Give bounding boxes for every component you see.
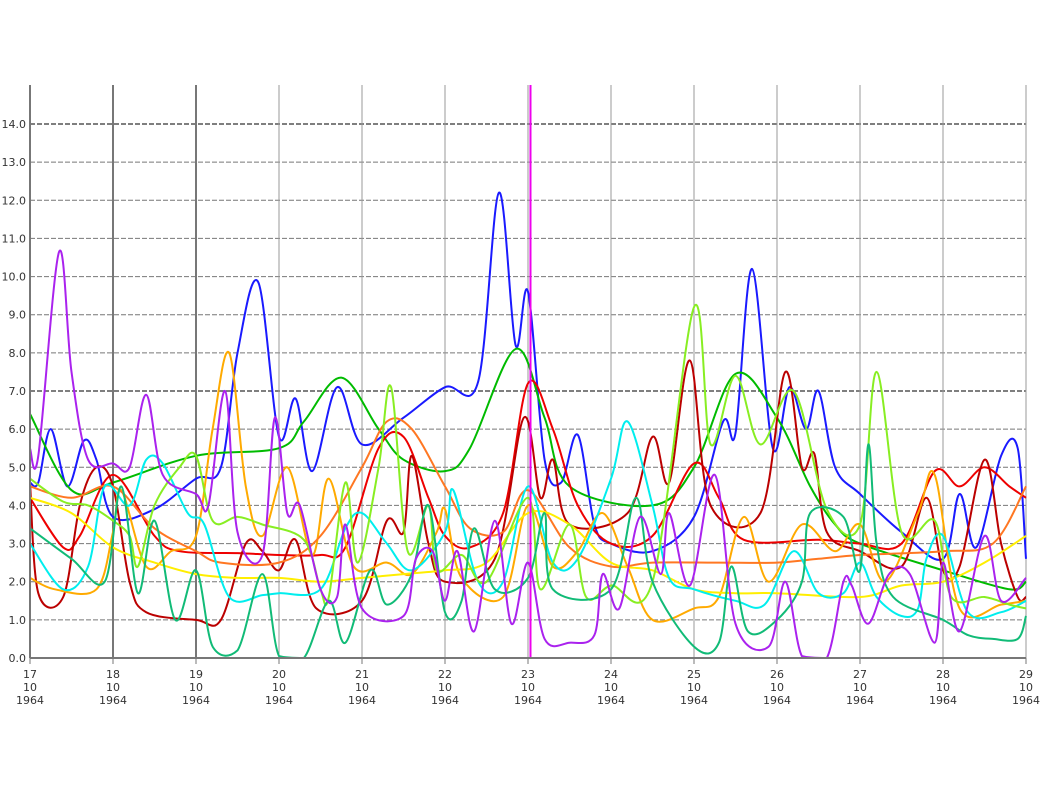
y-tick-label: 0.0 [9, 652, 27, 665]
x-tick-label: 1964 [763, 694, 791, 707]
x-tick-label: 1964 [514, 694, 542, 707]
x-tick-label: 10 [438, 681, 452, 694]
x-tick-label: 10 [189, 681, 203, 694]
y-tick-label: 2.0 [9, 576, 27, 589]
x-tick-label: 1964 [597, 694, 625, 707]
x-tick-label: 1964 [929, 694, 957, 707]
x-tick-label: 17 [23, 668, 37, 681]
y-tick-label: 9.0 [9, 309, 27, 322]
x-tick-label: 1964 [265, 694, 293, 707]
x-tick-label: 1964 [16, 694, 44, 707]
y-tick-label: 1.0 [9, 614, 27, 627]
y-tick-label: 8.0 [9, 347, 27, 360]
x-tick-label: 10 [106, 681, 120, 694]
x-tick-label: 20 [272, 668, 286, 681]
series-line-teal [29, 443, 1027, 659]
axes: 0.0 1.0 2.0 3.0 4.0 5.0 6.0 7.0 8.0 9.0 10.0 11.0 12… [2, 85, 1040, 707]
series-group [29, 85, 1027, 659]
x-tick-label: 1964 [182, 694, 210, 707]
x-tick-label: 24 [604, 668, 618, 681]
x-tick-label: 1964 [680, 694, 708, 707]
series-line-coral [29, 417, 1027, 569]
series-line-purple [29, 249, 1027, 659]
x-tick-label: 1964 [99, 694, 127, 707]
y-tick-label: 10.0 [2, 271, 27, 284]
y-tick-label: 12.0 [2, 194, 27, 207]
x-tick-label: 10 [936, 681, 950, 694]
series-line-light-green [29, 303, 1027, 610]
series-line-red [29, 379, 1027, 559]
y-tick-label: 6.0 [9, 423, 27, 436]
y-tick-label: 11.0 [2, 232, 27, 245]
x-tick-label: 25 [687, 668, 701, 681]
x-tick-label: 18 [106, 668, 120, 681]
x-tick-label: 10 [355, 681, 369, 694]
x-tick-label: 10 [604, 681, 618, 694]
y-tick-label: 14.0 [2, 118, 27, 131]
x-tick-label: 1964 [846, 694, 874, 707]
x-tick-label: 1964 [1012, 694, 1040, 707]
x-tick-label: 21 [355, 668, 369, 681]
x-tick-label: 10 [1019, 681, 1033, 694]
x-tick-label: 10 [521, 681, 535, 694]
x-tick-label: 10 [770, 681, 784, 694]
x-tick-label: 23 [521, 668, 535, 681]
x-tick-label: 26 [770, 668, 784, 681]
y-tick-label: 4.0 [9, 499, 27, 512]
x-tick-label: 28 [936, 668, 950, 681]
x-tick-label: 1964 [431, 694, 459, 707]
y-tick-label: 7.0 [9, 385, 27, 398]
x-tick-label: 10 [23, 681, 37, 694]
y-tick-label: 13.0 [2, 156, 27, 169]
series-line-cyan [29, 420, 1027, 620]
x-tick-label: 22 [438, 668, 452, 681]
y-tick-label: 5.0 [9, 461, 27, 474]
x-tick-label: 29 [1019, 668, 1033, 681]
x-tick-label: 1964 [348, 694, 376, 707]
x-tick-label: 10 [853, 681, 867, 694]
y-tick-label: 3.0 [9, 538, 27, 551]
series-line-yellow [29, 496, 1027, 599]
x-tick-label: 10 [272, 681, 286, 694]
x-tick-label: 10 [687, 681, 701, 694]
x-tick-label: 27 [853, 668, 867, 681]
x-tick-label: 19 [189, 668, 203, 681]
